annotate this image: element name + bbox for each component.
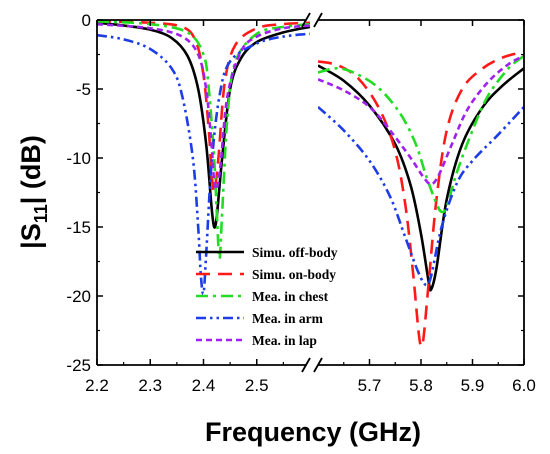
y-tick-label: -10 bbox=[66, 149, 91, 168]
y-axis-title-main: |S bbox=[16, 223, 46, 249]
series-line-simu-off-body-low bbox=[97, 21, 310, 229]
curves-right-segment bbox=[318, 50, 524, 348]
y-tick-label: -25 bbox=[66, 356, 91, 375]
series-line-mea-in-lap-high bbox=[318, 54, 524, 186]
series-line-mea-in-arm-high bbox=[318, 105, 524, 287]
series-line-simu-off-body-high bbox=[318, 64, 524, 292]
curves-left-segment bbox=[97, 20, 310, 296]
y-tick-label: -20 bbox=[66, 287, 91, 306]
legend-label: Mea. in chest bbox=[252, 289, 329, 304]
axes-layer: 0 -5 -10 -15 -20 -252.2 2.3 2.4 2.5 5.7 5.8 5.9 6.0 bbox=[66, 11, 535, 395]
axis-break-mark bbox=[301, 12, 311, 28]
series-line-mea-in-arm-low bbox=[97, 32, 310, 296]
series-line-simu-on-body-high bbox=[318, 50, 524, 348]
x-axis-title: Frequency (GHz) bbox=[205, 417, 421, 447]
y-axis-title-tail: | (dB) bbox=[16, 135, 46, 204]
x-tick-label: 2.3 bbox=[138, 376, 162, 395]
axis-break-mark bbox=[301, 357, 311, 373]
y-axis-title: |S11| (dB) bbox=[16, 135, 51, 249]
legend-label: Simu. off-body bbox=[252, 245, 338, 260]
legend-label: Simu. on-body bbox=[252, 267, 336, 282]
x-tick-label: 5.9 bbox=[461, 376, 485, 395]
x-tick-label: 2.5 bbox=[245, 376, 269, 395]
axis-titles: Frequency (GHz) |S11| (dB) bbox=[16, 135, 421, 447]
legend-label: Mea. in arm bbox=[252, 311, 324, 326]
y-tick-label: -15 bbox=[66, 218, 91, 237]
x-tick-label: 2.4 bbox=[192, 376, 216, 395]
series-line-mea-in-lap-low bbox=[97, 22, 310, 191]
axis-break-mark bbox=[313, 12, 323, 28]
x-tick-label: 5.7 bbox=[358, 376, 382, 395]
legend: Simu. off-body Simu. on-body Mea. in chest… bbox=[196, 245, 338, 348]
y-axis-title-sub: 11 bbox=[31, 204, 51, 223]
y-tick-label: -5 bbox=[76, 80, 91, 99]
x-tick-label: 6.0 bbox=[512, 376, 536, 395]
x-tick-label: 5.8 bbox=[409, 376, 433, 395]
axis-break-mark bbox=[313, 357, 323, 373]
series-line-simu-on-body-low bbox=[97, 20, 310, 193]
x-tick-label: 2.2 bbox=[85, 376, 109, 395]
series-line-mea-in-chest-low bbox=[97, 20, 310, 261]
frame-layer bbox=[96, 12, 525, 373]
y-tick-label: 0 bbox=[82, 11, 91, 30]
legend-label: Mea. in lap bbox=[252, 333, 317, 348]
